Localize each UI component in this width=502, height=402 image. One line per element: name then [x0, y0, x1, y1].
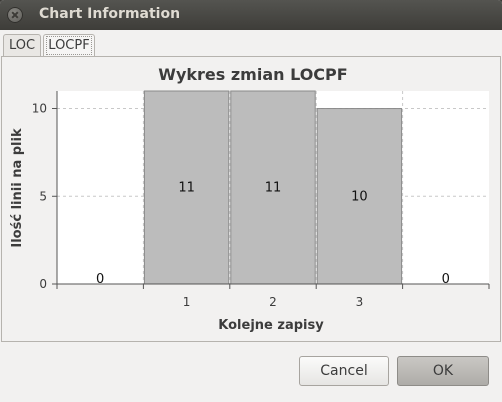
- title-bar: Chart Information: [0, 0, 502, 30]
- bar-chart: Wykres zmian LOCPF 0 11 11 10 0 0 5 10 1 2 3 Kol…: [10, 65, 490, 333]
- data-label: 0: [442, 272, 450, 287]
- bar: [316, 108, 403, 285]
- y-tick-label: 0: [39, 277, 47, 291]
- x-tick-label: 2: [269, 295, 277, 309]
- tab-locpf-label: LOCPF: [46, 36, 92, 55]
- y-tick-label: 5: [39, 189, 47, 203]
- cancel-button[interactable]: Cancel: [299, 356, 389, 386]
- y-tick-label: 10: [32, 102, 47, 116]
- data-label: 11: [178, 181, 195, 196]
- y-ticks: 0 5 10: [32, 102, 57, 291]
- x-tick-label: 1: [183, 295, 191, 309]
- bar: [230, 90, 316, 285]
- x-tick-label: 3: [356, 295, 364, 309]
- data-label: 10: [351, 189, 368, 204]
- close-icon[interactable]: [7, 7, 23, 23]
- x-axis-label: Kolejne zapisy: [218, 318, 324, 333]
- chart-title: Wykres zmian LOCPF: [158, 65, 347, 84]
- data-labels: 0 11 11 10 0: [96, 181, 450, 288]
- data-label: 0: [96, 272, 104, 287]
- x-ticks: 1 2 3: [56, 284, 490, 309]
- y-axis-label: Ilość linii na plik: [10, 128, 25, 248]
- bar: [143, 90, 230, 285]
- window-title: Chart Information: [39, 6, 181, 22]
- bars: [143, 90, 403, 285]
- ok-button[interactable]: OK: [397, 356, 489, 386]
- data-label: 11: [265, 181, 282, 196]
- tab-locpf[interactable]: LOCPF: [43, 34, 95, 57]
- tab-loc[interactable]: LOC: [3, 34, 41, 57]
- tab-loc-label: LOC: [8, 38, 36, 53]
